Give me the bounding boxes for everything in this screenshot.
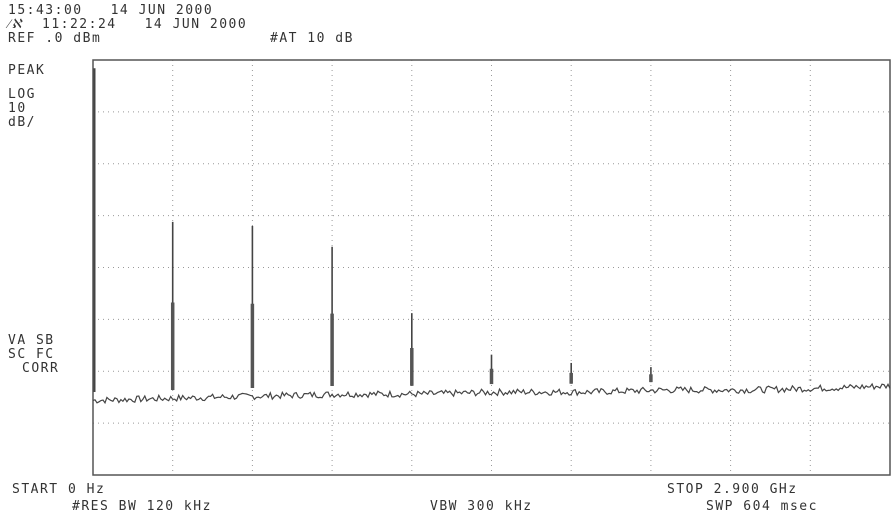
corr-label: CORR [22, 361, 60, 376]
spectrum-trace [92, 382, 891, 405]
resolution-bandwidth: #RES BW 120 kHz [72, 499, 212, 514]
peak-markers [93, 68, 813, 392]
stop-frequency: STOP 2.900 GHz [667, 482, 798, 497]
scale-unit-label: dB/ [8, 115, 36, 130]
start-frequency: START 0 Hz [12, 482, 106, 497]
plot-frame [92, 59, 891, 476]
stored-line: 11:22:24 14 JUN 2000 [42, 17, 248, 32]
scale-mode-label: LOG [8, 87, 36, 102]
sweep-time: SWP 604 msec [706, 499, 818, 514]
video-bandwidth: VBW 300 kHz [430, 499, 533, 514]
sc-fc-label: SC FC [8, 347, 55, 362]
ref-level: REF .0 dBm [8, 31, 102, 46]
detector-label: PEAK [8, 63, 46, 78]
graticule [93, 60, 890, 475]
timestamp-line: 15:43:00 14 JUN 2000 [8, 3, 214, 18]
attenuation: #AT 10 dB [270, 31, 354, 46]
stored-glyph: ⁄ℵ [8, 17, 23, 32]
scale-value-label: 10 [8, 101, 27, 116]
va-sb-label: VA SB [8, 333, 55, 348]
